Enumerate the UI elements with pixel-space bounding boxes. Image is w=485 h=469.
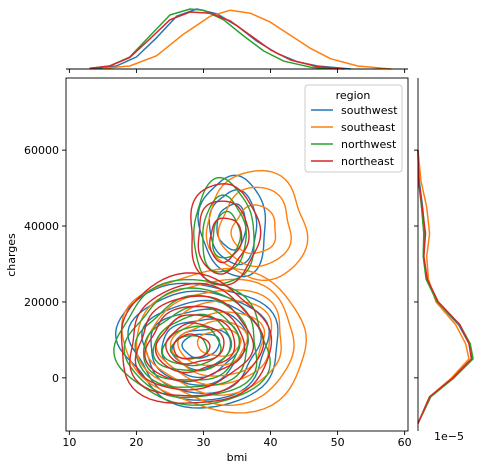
contour-northwest — [113, 278, 271, 406]
y-tick-label: 40000 — [24, 220, 59, 233]
x-tick-label: 40 — [264, 436, 278, 449]
marginal-y-scale-label: 1e−5 — [434, 430, 464, 443]
marginal-y-curves — [417, 150, 474, 424]
x-tick-label: 30 — [196, 436, 210, 449]
x-tick-label: 10 — [62, 436, 76, 449]
contour-southwest — [208, 189, 258, 266]
contour-northeast — [120, 272, 273, 404]
joint-axes-frame — [65, 77, 409, 432]
contour-northwest — [123, 287, 258, 399]
contour-southeast — [217, 186, 292, 268]
legend-title: region — [336, 89, 371, 102]
contour-southeast — [145, 289, 282, 396]
contour-northwest — [134, 294, 249, 388]
contour-northeast — [154, 314, 236, 374]
contour-northwest — [161, 325, 222, 367]
contour-southeast — [205, 169, 309, 281]
marginal-y-curve-northeast — [417, 150, 473, 424]
y-tick-label: 20000 — [24, 296, 59, 309]
contour-northeast — [134, 295, 255, 391]
x-tick-label: 50 — [331, 436, 345, 449]
marginal-x-curves — [89, 8, 392, 70]
marginal-x-curve-northeast — [89, 11, 345, 70]
marginal-y-axes: 1e−5 — [414, 78, 474, 443]
joint-axes: 10 20 30 40 50 60 0 20000 40000 60000 bmi charge… — [5, 77, 412, 464]
x-tick-label: 60 — [398, 436, 412, 449]
legend-frame — [304, 84, 403, 173]
contour-southeast — [120, 267, 308, 414]
contour-southwest — [114, 282, 279, 409]
contour-northeast — [190, 183, 262, 287]
contour-northwest — [142, 305, 241, 381]
legend-items: southwest southeast northwest northeast — [311, 104, 398, 168]
y-tick-label: 60000 — [24, 144, 59, 157]
marginal-x-curve-northwest — [89, 8, 338, 70]
contour-northeast — [165, 322, 225, 365]
contour-southeast — [169, 311, 266, 377]
x-axis-label: bmi — [227, 451, 248, 464]
contour-southwest — [181, 333, 221, 359]
contour-northeast — [129, 282, 265, 397]
marginal-x-axes — [66, 8, 408, 73]
marginal-y-ticks — [414, 149, 418, 379]
contour-southeast — [135, 278, 295, 407]
contour-group-northeast — [120, 183, 273, 404]
contour-northeast — [173, 333, 211, 360]
contour-southeast — [230, 204, 277, 255]
x-tick-label: 20 — [129, 436, 143, 449]
legend-label-northwest: northwest — [341, 138, 397, 151]
y-axis-label: charges — [5, 233, 18, 277]
legend-label-southeast: southeast — [341, 121, 396, 134]
contour-group-northwest — [113, 176, 271, 406]
contour-northwest — [169, 334, 208, 360]
marginal-y-curve-southeast — [417, 150, 470, 424]
legend: region southwest southeast northwest northe… — [304, 84, 403, 173]
x-axis-ticks: 10 20 30 40 50 60 — [62, 431, 412, 449]
marginal-y-curve-southwest — [417, 150, 473, 424]
legend-label-northeast: northeast — [341, 155, 395, 168]
kde-contours — [113, 169, 309, 414]
marginal-x-ticks — [68, 69, 406, 73]
contour-northeast — [144, 305, 246, 383]
y-axis-ticks: 0 20000 40000 60000 — [24, 144, 66, 385]
legend-label-southwest: southwest — [341, 104, 398, 117]
marginal-x-curve-southeast — [102, 9, 392, 70]
contour-northeast — [209, 217, 243, 264]
contour-northeast — [197, 200, 250, 275]
contour-southeast — [177, 319, 249, 367]
y-tick-label: 0 — [52, 372, 59, 385]
